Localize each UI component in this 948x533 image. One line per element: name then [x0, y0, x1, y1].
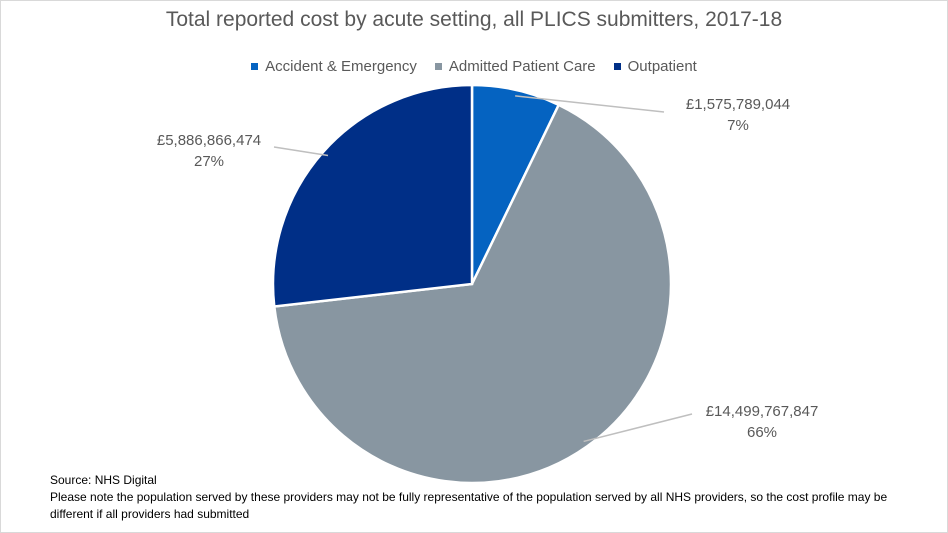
leader-line-outpatient	[273, 146, 329, 157]
data-label-value-admitted-patient-care: £14,499,767,847	[706, 403, 819, 420]
chart-title: Total reported cost by acute setting, al…	[165, 8, 783, 31]
data-label-value-outpatient: £5,886,866,474	[157, 132, 261, 149]
pie-slice-outpatient	[271, 83, 474, 308]
data-label-percent-outpatient: 27%	[194, 153, 224, 170]
legend-label: Outpatient	[627, 58, 697, 75]
leader-line-admitted-patient-care	[583, 413, 693, 443]
legend-swatch-accident-emergency	[251, 63, 259, 70]
legend-item-accident-emergency: Accident & Emergency	[251, 58, 417, 75]
legend-item-admitted-patient-care: Admitted Patient Care	[434, 58, 596, 75]
legend-swatch-admitted-patient-care	[434, 63, 442, 70]
data-label-value-accident-emergency: £1,575,789,044	[686, 96, 790, 113]
legend-swatch-outpatient	[613, 63, 621, 70]
data-label-percent-admitted-patient-care: 66%	[747, 424, 777, 441]
chart-legend: Accident & Emergency Admitted Patient Ca…	[0, 58, 948, 75]
legend-item-outpatient: Outpatient	[613, 58, 697, 75]
source-note: Source: NHS Digital	[50, 473, 157, 487]
footnote: Source: NHS Digital Please note the popu…	[50, 472, 930, 523]
pie-slice-admitted-patient-care	[272, 103, 673, 485]
data-label-percent-accident-emergency: 7%	[727, 117, 749, 134]
legend-label: Admitted Patient Care	[448, 58, 596, 75]
disclaimer-note: Please note the population served by the…	[50, 490, 888, 521]
leader-line-accident-emergency	[515, 95, 665, 113]
legend-label: Accident & Emergency	[265, 58, 417, 75]
